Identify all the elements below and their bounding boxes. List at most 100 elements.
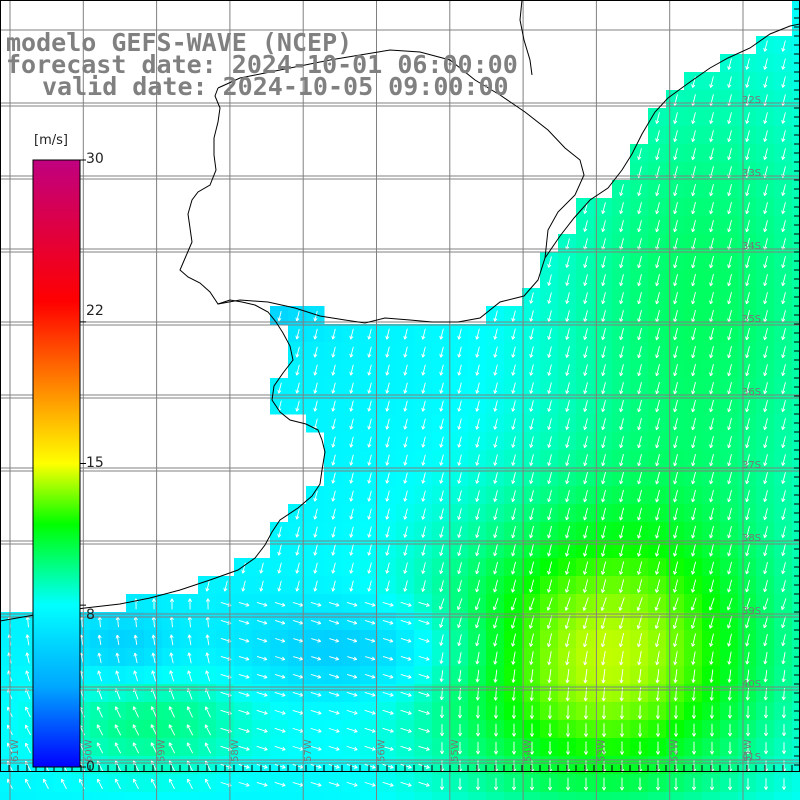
- wind-arrow: [274, 727, 286, 733]
- wind-speed-cell: [540, 360, 559, 379]
- wind-arrow: [96, 778, 103, 790]
- wind-speed-cell: [630, 342, 649, 361]
- wind-arrow: [727, 220, 732, 233]
- wind-arrow: [349, 490, 354, 502]
- wind-speed-cell: [684, 216, 703, 235]
- wind-arrow: [24, 724, 31, 736]
- wind-speed-cell: [756, 486, 775, 505]
- wind-arrow: [238, 781, 250, 787]
- wind-speed-cell: [324, 648, 343, 667]
- wind-arrow: [763, 436, 768, 449]
- wind-arrow: [619, 543, 625, 557]
- wind-arrow: [781, 598, 787, 610]
- wind-speed-cell: [612, 630, 631, 649]
- wind-arrow: [637, 274, 642, 287]
- wind-arrow: [763, 724, 769, 737]
- wind-speed-cell: [468, 486, 487, 505]
- wind-arrow: [565, 525, 570, 539]
- wind-speed-cell: [198, 792, 217, 800]
- wind-speed-cell: [324, 468, 343, 487]
- wind-speed-cell: [774, 468, 793, 487]
- wind-arrow: [691, 112, 696, 124]
- wind-speed-cell: [648, 126, 667, 145]
- wind-speed-cell: [648, 216, 667, 235]
- wind-speed-cell: [342, 540, 361, 559]
- wind-arrow: [421, 508, 426, 520]
- wind-arrow: [529, 777, 535, 791]
- wind-arrow: [655, 202, 660, 215]
- wind-arrow: [331, 382, 336, 394]
- wind-speed-cell: [720, 198, 739, 217]
- wind-speed-cell: [324, 612, 343, 631]
- wind-speed-cell: [0, 630, 19, 649]
- wind-arrow: [421, 472, 426, 484]
- wind-arrow: [310, 691, 322, 697]
- wind-arrow: [259, 562, 264, 574]
- lon-label: 55W: [450, 739, 461, 762]
- wind-speed-cell: [630, 738, 649, 757]
- wind-arrow: [529, 382, 534, 394]
- wind-arrow: [709, 579, 715, 593]
- wind-speed-cell: [378, 360, 397, 379]
- wind-arrow: [382, 620, 394, 625]
- wind-speed-cell: [684, 450, 703, 469]
- wind-speed-cell: [432, 720, 451, 739]
- wind-arrow: [367, 472, 372, 484]
- wind-arrow: [709, 363, 714, 377]
- wind-speed-cell: [342, 558, 361, 577]
- wind-speed-cell: [558, 324, 577, 343]
- wind-arrow: [475, 346, 480, 358]
- wind-arrow: [673, 723, 679, 737]
- wind-speed-cell: [720, 396, 739, 415]
- wind-arrow: [727, 651, 732, 665]
- wind-speed-cell: [522, 360, 541, 379]
- wind-arrow: [673, 741, 679, 755]
- wind-speed-cell: [234, 684, 253, 703]
- wind-arrow: [673, 525, 679, 539]
- wind-arrow: [439, 724, 445, 737]
- wind-speed-cell: [666, 684, 685, 703]
- colorbar-tick-label: 0: [86, 759, 95, 775]
- wind-arrow: [547, 346, 552, 358]
- wind-arrow: [150, 706, 157, 718]
- wind-speed-cell: [576, 396, 595, 415]
- wind-speed-cell: [450, 414, 469, 433]
- wind-speed-cell: [666, 702, 685, 721]
- wind-arrow: [601, 489, 606, 503]
- wind-speed-cell: [684, 432, 703, 451]
- wind-arrow: [475, 705, 480, 719]
- lon-label: 59W: [157, 739, 168, 762]
- wind-arrow: [619, 471, 624, 485]
- wind-speed-cell: [234, 576, 253, 595]
- wind-speed-cell: [360, 324, 379, 343]
- wind-speed-cell: [378, 792, 397, 800]
- wind-arrow: [493, 615, 499, 629]
- wind-speed-cell: [432, 684, 451, 703]
- wind-arrow: [709, 345, 714, 359]
- wind-speed-cell: [774, 252, 793, 271]
- wind-speed-cell: [540, 540, 559, 559]
- wind-arrow: [292, 602, 304, 607]
- wind-arrow: [673, 148, 678, 161]
- wind-speed-cell: [612, 486, 631, 505]
- wind-speed-cell: [612, 468, 631, 487]
- wind-speed-cell: [756, 234, 775, 253]
- wind-arrow: [328, 692, 340, 697]
- wind-arrow: [421, 544, 426, 556]
- wind-speed-cell: [306, 630, 325, 649]
- wind-arrow: [238, 727, 250, 733]
- wind-speed-cell: [522, 702, 541, 721]
- wind-speed-cell: [666, 630, 685, 649]
- wind-speed-cell: [360, 594, 379, 613]
- wind-arrow: [204, 778, 211, 790]
- wind-speed-cell: [702, 792, 721, 800]
- wind-arrow: [583, 723, 589, 737]
- wind-arrow: [727, 112, 732, 124]
- wind-arrow: [619, 418, 624, 431]
- wind-speed-cell: [558, 306, 577, 325]
- wind-speed-cell: [558, 684, 577, 703]
- wind-speed-cell: [306, 414, 325, 433]
- wind-arrow: [439, 418, 444, 430]
- wind-speed-cell: [648, 378, 667, 397]
- wind-arrow: [274, 691, 286, 697]
